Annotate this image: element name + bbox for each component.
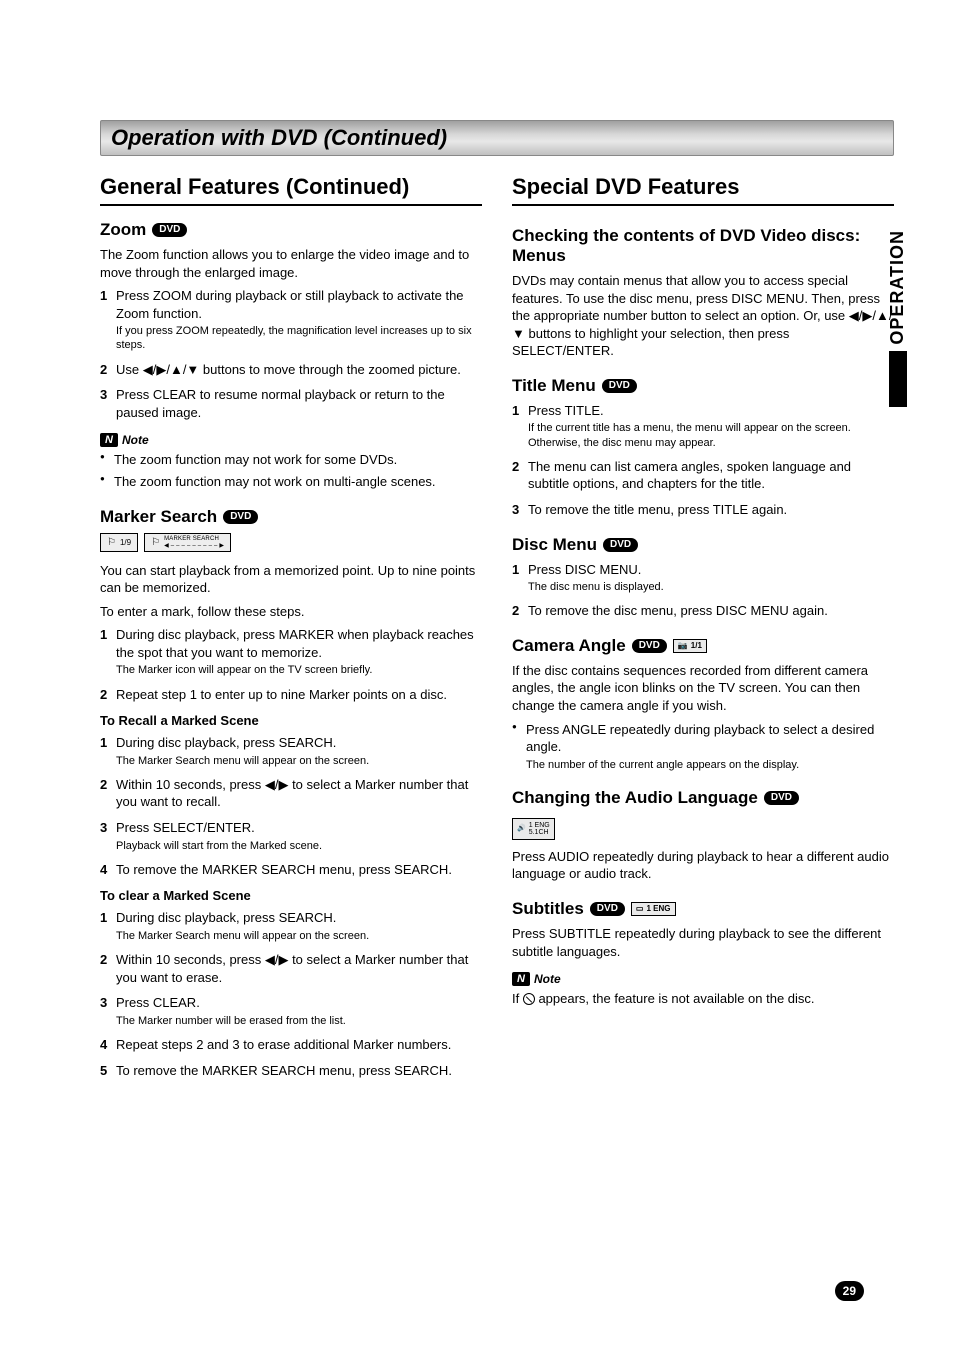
bullet-item: Press ANGLE repeatedly during playback t…: [512, 721, 894, 772]
dvd-badge-icon: DVD: [602, 379, 637, 393]
step-item: 1Press TITLE.If the current title has a …: [512, 402, 894, 450]
note-item: The zoom function may not work on multi-…: [100, 473, 482, 491]
note-heading: N Note: [512, 972, 894, 986]
step-item: 3Press SELECT/ENTER.Playback will start …: [100, 819, 482, 853]
zoom-heading-text: Zoom: [100, 220, 146, 240]
subtitles-body: Press SUBTITLE repeatedly during playbac…: [512, 925, 894, 960]
marker-intro-2: To enter a mark, follow these steps.: [100, 603, 482, 621]
subtitles-heading: Subtitles DVD ▭1 ENG: [512, 899, 894, 919]
disc-menu-heading-text: Disc Menu: [512, 535, 597, 555]
camera-angle-osd: 📷1/1: [673, 639, 707, 653]
title-menu-heading-text: Title Menu: [512, 376, 596, 396]
audio-osd: 🔊 1 ENG 5.1CH: [512, 818, 555, 840]
page-number-value: 29: [835, 1281, 864, 1301]
camera-angle-heading-text: Camera Angle: [512, 636, 626, 656]
left-column: General Features (Continued) Zoom DVD Th…: [100, 174, 482, 1087]
recall-heading: To Recall a Marked Scene: [100, 713, 482, 728]
audio-body: Press AUDIO repeatedly during playback t…: [512, 848, 894, 883]
step-item: 1Press DISC MENU.The disc menu is displa…: [512, 561, 894, 595]
zoom-steps: 1Press ZOOM during playback or still pla…: [100, 287, 482, 421]
dvd-badge-icon: DVD: [590, 902, 625, 916]
camera-angle-heading: Camera Angle DVD 📷1/1: [512, 636, 894, 656]
note-heading: N Note: [100, 433, 482, 447]
step-item: 2Use ◀/▶/▲/▼ buttons to move through the…: [100, 361, 482, 379]
dvd-badge-icon: DVD: [223, 510, 258, 524]
marker-icon: ⚐: [151, 537, 160, 548]
manual-page: OPERATION Operation with DVD (Continued)…: [0, 0, 954, 1351]
title-menu-steps: 1Press TITLE.If the current title has a …: [512, 402, 894, 519]
heading-bar-title: Operation with DVD (Continued): [111, 125, 883, 151]
left-title: General Features (Continued): [100, 174, 482, 206]
right-column: Special DVD Features Checking the conten…: [512, 174, 894, 1087]
audio-heading-text: Changing the Audio Language: [512, 788, 758, 808]
note-item: The zoom function may not work for some …: [100, 451, 482, 469]
zoom-notes: The zoom function may not work for some …: [100, 451, 482, 490]
side-tab-block: [889, 351, 907, 407]
note-label: Note: [534, 972, 561, 986]
menus-body: DVDs may contain menus that allow you to…: [512, 272, 894, 360]
camera-bullets: Press ANGLE repeatedly during playback t…: [512, 721, 894, 772]
side-tab-label: OPERATION: [887, 230, 908, 345]
subtitles-heading-text: Subtitles: [512, 899, 584, 919]
title-menu-heading: Title Menu DVD: [512, 376, 894, 396]
note-label: Note: [122, 433, 149, 447]
camera-body: If the disc contains sequences recorded …: [512, 662, 894, 715]
dvd-badge-icon: DVD: [764, 791, 799, 805]
zoom-heading: Zoom DVD: [100, 220, 482, 240]
disc-menu-steps: 1Press DISC MENU.The disc menu is displa…: [512, 561, 894, 620]
step-item: 3Press CLEAR.The Marker number will be e…: [100, 994, 482, 1028]
prohibit-icon: [523, 993, 535, 1005]
note-icon: N: [100, 433, 118, 447]
subtitle-icon: ▭: [636, 905, 644, 913]
clear-heading: To clear a Marked Scene: [100, 888, 482, 903]
heading-bar: Operation with DVD (Continued): [100, 120, 894, 156]
camera-icon: 📷: [678, 642, 688, 650]
speaker-icon: 🔊: [517, 825, 526, 832]
step-item: 2Within 10 seconds, press ◀/▶ to select …: [100, 776, 482, 811]
dvd-badge-icon: DVD: [603, 538, 638, 552]
step-item: 2To remove the disc menu, press DISC MEN…: [512, 602, 894, 620]
step-item: 1During disc playback, press SEARCH.The …: [100, 734, 482, 768]
marker-search-heading-text: Marker Search: [100, 507, 217, 527]
side-tab: OPERATION: [887, 230, 908, 407]
clear-steps: 1During disc playback, press SEARCH.The …: [100, 909, 482, 1079]
right-title: Special DVD Features: [512, 174, 894, 206]
two-column-layout: General Features (Continued) Zoom DVD Th…: [100, 174, 894, 1087]
dvd-badge-icon: DVD: [632, 639, 667, 653]
marker-osd-strip: ⚐1/9 ⚐MARKER SEARCH◀ – – – – – – – – – ▶: [100, 533, 482, 552]
menus-heading: Checking the contents of DVD Video discs…: [512, 226, 894, 266]
marker-search-heading: Marker Search DVD: [100, 507, 482, 527]
marker-intro-1: You can start playback from a memorized …: [100, 562, 482, 597]
step-item: 2Repeat step 1 to enter up to nine Marke…: [100, 686, 482, 704]
step-item: 2Within 10 seconds, press ◀/▶ to select …: [100, 951, 482, 986]
subtitle-osd: ▭1 ENG: [631, 902, 676, 916]
step-item: 2The menu can list camera angles, spoken…: [512, 458, 894, 493]
zoom-intro: The Zoom function allows you to enlarge …: [100, 246, 482, 281]
step-item: 4To remove the MARKER SEARCH menu, press…: [100, 861, 482, 879]
dvd-badge-icon: DVD: [152, 223, 187, 237]
page-number: 29: [835, 1281, 864, 1301]
step-item: 3To remove the title menu, press TITLE a…: [512, 501, 894, 519]
step-item: 5To remove the MARKER SEARCH menu, press…: [100, 1062, 482, 1080]
recall-steps: 1During disc playback, press SEARCH.The …: [100, 734, 482, 878]
step-item: 3Press CLEAR to resume normal playback o…: [100, 386, 482, 421]
marker-icon: ⚐: [107, 537, 116, 548]
note-icon: N: [512, 972, 530, 986]
audio-heading: Changing the Audio Language DVD: [512, 788, 894, 808]
step-item: 4Repeat steps 2 and 3 to erase additiona…: [100, 1036, 482, 1054]
marker-osd-box: ⚐MARKER SEARCH◀ – – – – – – – – – ▶: [144, 533, 231, 552]
step-item: 1Press ZOOM during playback or still pla…: [100, 287, 482, 353]
step-item: 1During disc playback, press MARKER when…: [100, 626, 482, 677]
disc-menu-heading: Disc Menu DVD: [512, 535, 894, 555]
marker-steps: 1During disc playback, press MARKER when…: [100, 626, 482, 703]
step-item: 1During disc playback, press SEARCH.The …: [100, 909, 482, 943]
marker-osd-box: ⚐1/9: [100, 533, 138, 552]
note-body: If appears, the feature is not available…: [512, 990, 894, 1008]
